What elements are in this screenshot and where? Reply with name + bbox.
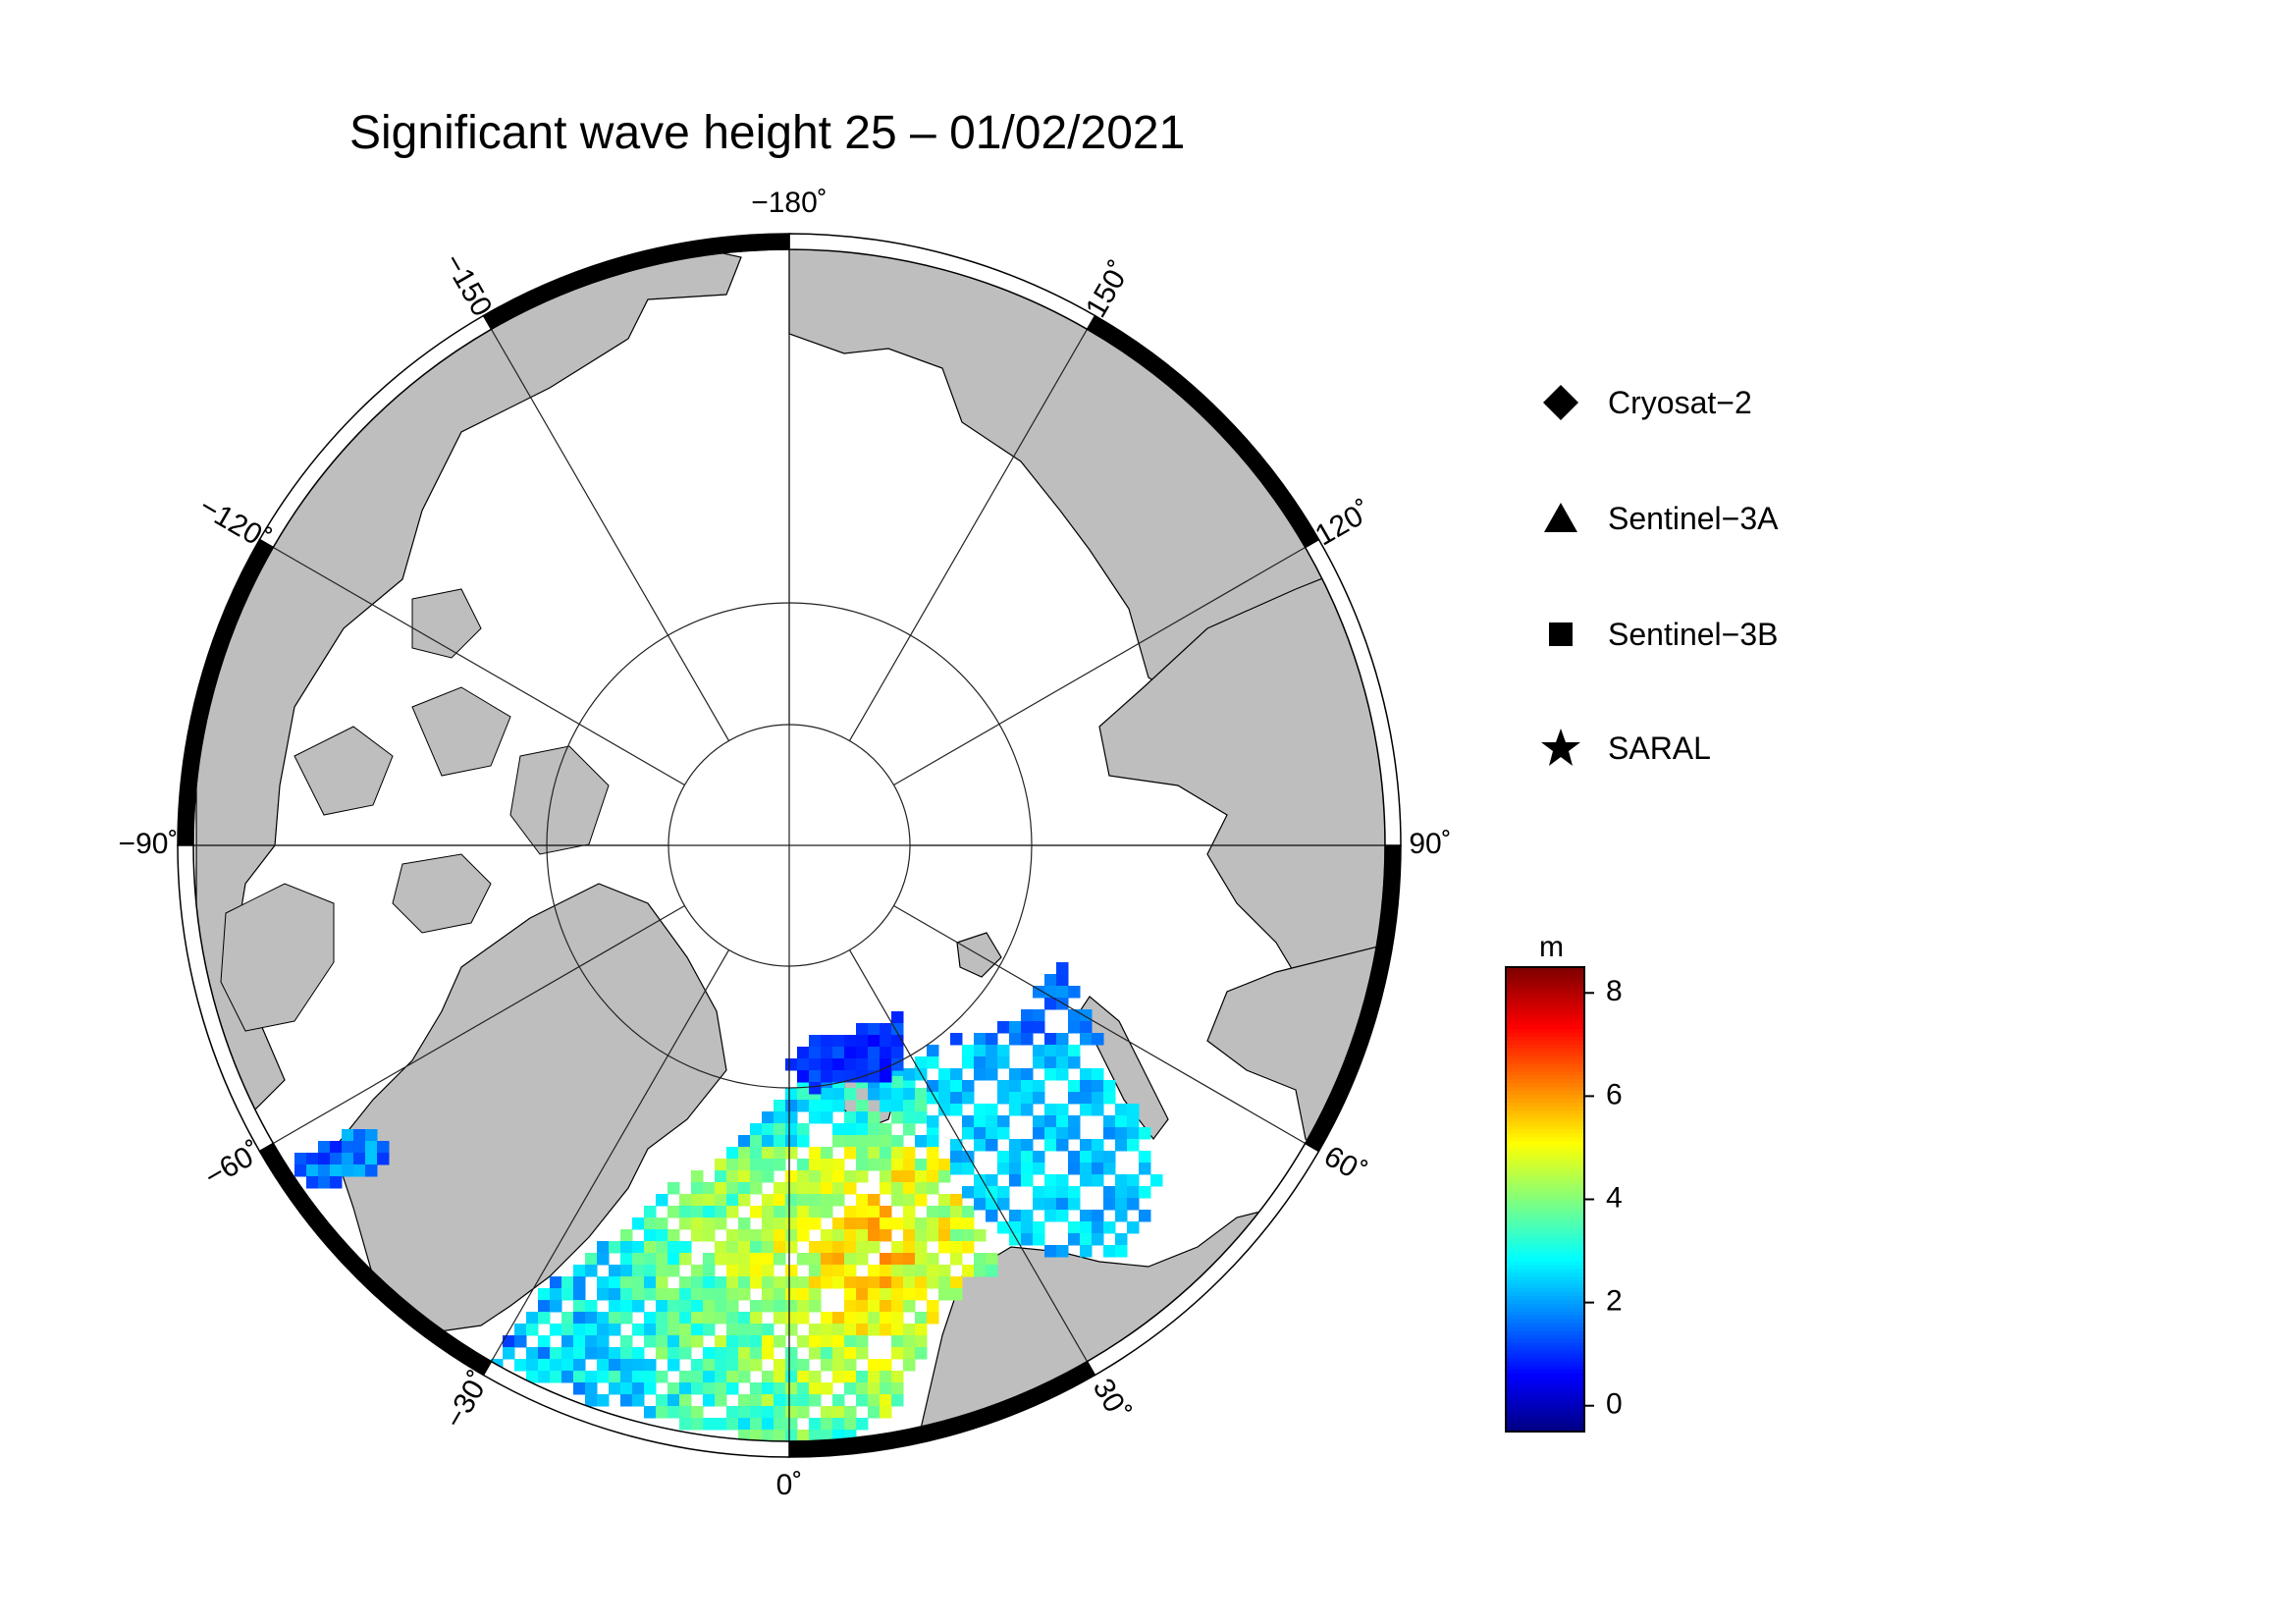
longitude-label: −180˚	[751, 187, 828, 219]
land-canadian-islands-4	[509, 745, 610, 855]
colorbar-tick-label: 8	[1606, 975, 1623, 1007]
longitude-label: 60˚	[1318, 1140, 1371, 1189]
land-canadian-islands-1	[411, 588, 482, 659]
longitude-label: −90˚	[119, 828, 179, 860]
star-icon	[1531, 719, 1590, 778]
colorbar-tick-label: 6	[1606, 1078, 1623, 1110]
longitude-label: −150˚	[437, 248, 503, 331]
triangle-icon	[1531, 489, 1590, 548]
page-title: Significant wave height 25 – 01/02/2021	[349, 107, 1186, 159]
longitude-label: 0˚	[776, 1469, 803, 1501]
legend-label: SARAL	[1608, 730, 1711, 766]
longitude-label: 30˚	[1087, 1374, 1136, 1427]
square-icon	[1531, 605, 1590, 664]
colorbar-tick-label: 2	[1606, 1285, 1623, 1318]
legend-label: Cryosat−2	[1608, 384, 1752, 420]
land-canadian-islands-5	[392, 853, 492, 934]
land-canadian-islands-2	[294, 726, 394, 816]
colorbar: 0 2 4 6 8	[1505, 966, 1623, 1433]
map-frame	[177, 233, 1402, 1458]
wave-height-data	[294, 962, 1163, 1441]
land-greenland	[333, 883, 727, 1336]
longitude-label: −120˚	[193, 490, 276, 556]
colorbar-unit: m	[1539, 931, 1564, 963]
land-baffin	[220, 883, 335, 1032]
legend-item-sentinel-3a: Sentinel−3A	[1531, 489, 1778, 548]
land-canadian-islands-3	[411, 686, 511, 777]
legend-label: Sentinel−3B	[1608, 616, 1779, 652]
legend-item-cryosat: Cryosat−2	[1531, 373, 1752, 432]
diamond-icon	[1531, 373, 1590, 432]
colorbar-tick-label: 0	[1606, 1388, 1623, 1421]
legend-item-sentinel-3b: Sentinel−3B	[1531, 605, 1778, 664]
legend-label: Sentinel−3A	[1608, 500, 1779, 536]
colorbar-tick-label: 4	[1606, 1181, 1623, 1214]
longitude-label: 90˚	[1409, 828, 1451, 860]
legend-item-saral: SARAL	[1531, 719, 1711, 778]
